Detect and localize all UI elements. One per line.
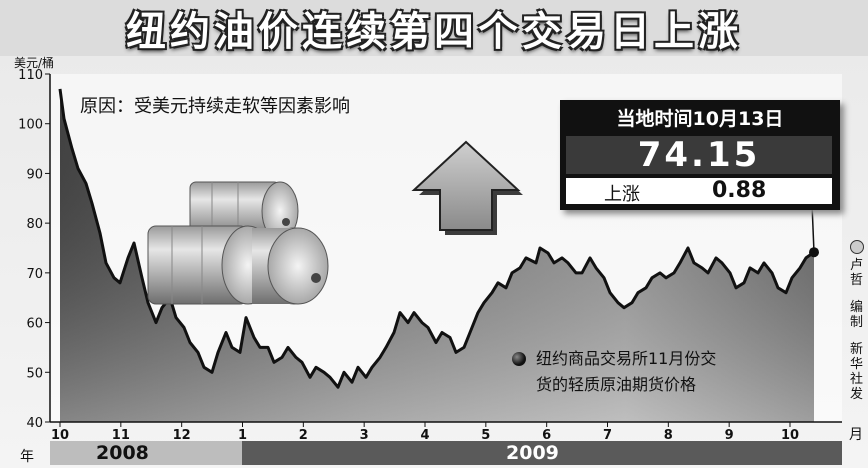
title-band bbox=[0, 0, 868, 56]
credit-char: 制 bbox=[850, 315, 864, 330]
legend-line-2: 货的轻质原油期货价格 bbox=[536, 375, 697, 394]
y-tick-label: 70 bbox=[26, 267, 43, 282]
x-tick-label: 12 bbox=[173, 428, 191, 443]
y-tick-label: 50 bbox=[26, 366, 43, 381]
legend-marker-icon bbox=[512, 352, 526, 366]
legend-line-1: 纽约商品交易所11月份交 bbox=[536, 349, 717, 368]
x-tick-label: 4 bbox=[420, 428, 429, 443]
chart-title: 纽约油价连续第四个交易日上涨 bbox=[126, 9, 742, 55]
info-change-label: 上涨 bbox=[604, 184, 640, 205]
info-change-value: 0.88 bbox=[712, 178, 767, 203]
x-tick-label: 3 bbox=[360, 428, 369, 443]
year-axis-label: 年 bbox=[20, 449, 34, 465]
info-change-box: 上涨 0.88 bbox=[566, 178, 832, 205]
y-tick-label: 90 bbox=[26, 167, 43, 182]
info-date: 当地时间10月13日 bbox=[616, 108, 784, 130]
credit-text: 卢 哲 编 制 新 华 社 发 bbox=[850, 258, 866, 402]
x-tick-label: 6 bbox=[542, 428, 551, 443]
callout-line bbox=[811, 203, 815, 253]
y-tick-label: 100 bbox=[18, 118, 43, 133]
latest-price-point bbox=[809, 247, 819, 258]
price-line bbox=[58, 88, 815, 389]
credit-char: 哲 bbox=[850, 273, 864, 288]
month-axis-label: 月 bbox=[849, 427, 863, 443]
info-price: 74.15 bbox=[566, 136, 832, 174]
x-tick-label: 10 bbox=[781, 428, 799, 443]
price-area-highlight bbox=[60, 88, 814, 423]
x-tick-label: 10 bbox=[51, 428, 69, 443]
credit-char: 发 bbox=[850, 387, 864, 402]
x-tick-label: 7 bbox=[603, 428, 612, 443]
up-arrow-icon bbox=[411, 140, 523, 235]
y-tick-label: 110 bbox=[18, 68, 43, 83]
year-label-2008: 2008 bbox=[96, 442, 149, 464]
cause-annotation: 原因：受美元持续走软等因素影响 bbox=[80, 96, 350, 117]
xinhua-logo-icon bbox=[850, 240, 864, 254]
credit-char: 卢 bbox=[850, 258, 864, 273]
x-tick-label: 1 bbox=[238, 428, 247, 443]
y-tick-label: 40 bbox=[26, 416, 43, 431]
y-tick-label: 60 bbox=[26, 317, 43, 332]
credit-char: 社 bbox=[850, 372, 864, 387]
x-tick-label: 9 bbox=[725, 428, 734, 443]
credit-char: 新 bbox=[850, 342, 864, 357]
title-bar: 纽约油价连续第四个交易日上涨 bbox=[0, 0, 868, 56]
year-bar-2008 bbox=[50, 441, 242, 465]
x-tick-label: 11 bbox=[112, 428, 130, 443]
year-label-2009: 2009 bbox=[506, 442, 559, 464]
x-tick-label: 5 bbox=[481, 428, 490, 443]
x-tick-label: 2 bbox=[299, 428, 308, 443]
price-infobox: 当地时间10月13日 74.15 上涨 0.88 bbox=[560, 100, 840, 210]
x-tick-label: 8 bbox=[664, 428, 673, 443]
legend-text: 纽约商品交易所11月份交 货的轻质原油期货价格 bbox=[536, 346, 716, 398]
credit-char: 编 bbox=[850, 300, 864, 315]
year-bar-2009 bbox=[242, 441, 842, 465]
y-unit-label: 美元/桶 bbox=[14, 56, 55, 70]
oil-barrels-icon bbox=[147, 181, 329, 305]
y-tick-label: 80 bbox=[26, 217, 43, 232]
credit-char: 华 bbox=[850, 357, 864, 372]
